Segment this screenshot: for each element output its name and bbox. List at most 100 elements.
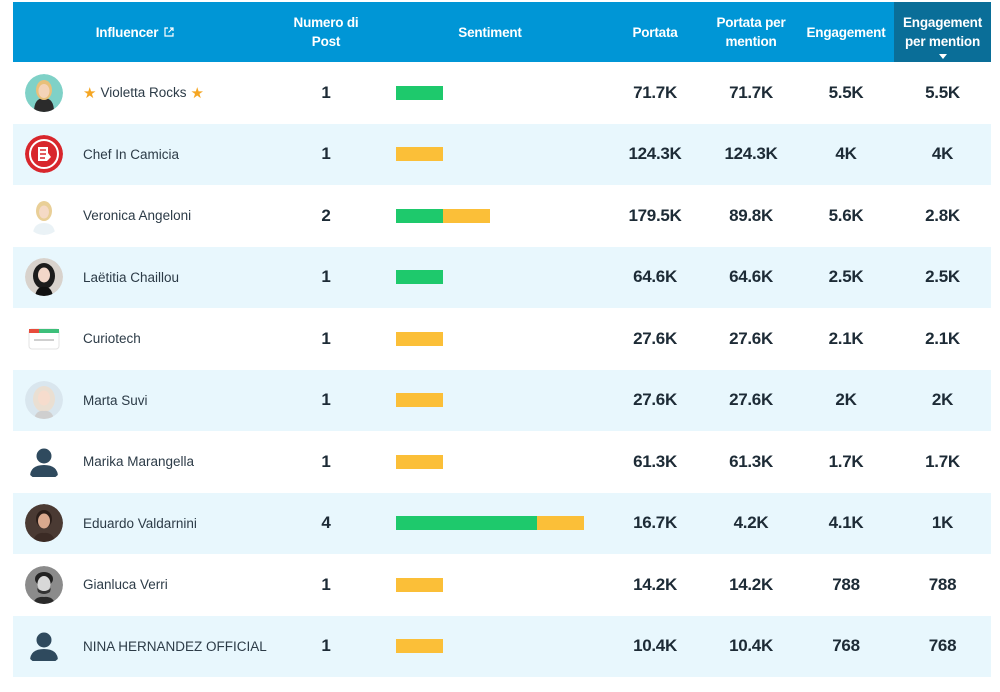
influencer-name[interactable]: Laëtitia Chaillou — [83, 269, 180, 285]
sentiment-neutral-segment — [396, 147, 443, 162]
portata-value: 10.4K — [633, 636, 677, 656]
influencer-name[interactable]: Violetta Rocks — [100, 85, 187, 101]
numero-post-value: 1 — [321, 390, 331, 410]
engagement-per-mention-value: 1.7K — [925, 451, 960, 471]
influencer-name-cell[interactable]: Marta Suvi — [83, 370, 148, 432]
portata-per-mention-value: 61.3K — [729, 451, 773, 471]
numero-post-value: 1 — [321, 328, 331, 348]
engagement-value: 2.5K — [828, 267, 864, 287]
sentiment-bar — [396, 516, 584, 531]
influencer-name-cell[interactable]: Veronica Angeloni — [83, 185, 191, 247]
avatar[interactable] — [25, 73, 63, 112]
influencer-name-cell[interactable]: Laëtitia Chaillou — [83, 247, 179, 309]
external-link-icon[interactable] — [164, 27, 174, 37]
portata-value: 64.6K — [633, 267, 677, 287]
engagement-value: 1.7K — [828, 451, 864, 471]
column-header-sentiment[interactable]: Sentiment — [396, 2, 584, 62]
portata-per-mention-value: 89.8K — [729, 205, 773, 225]
influencer-header-label: Influencer — [95, 24, 159, 40]
influencer-name-cell[interactable]: Marika Marangella — [83, 431, 194, 493]
influencer-name[interactable]: Marika Marangella — [83, 454, 195, 470]
table-row[interactable]: Marika Marangella 1 61.3K 61.3K 1.7K 1.7K — [13, 431, 991, 493]
engagement-per-mention-value: 788 — [928, 574, 957, 594]
table-row[interactable]: NINA HERNANDEZ OFFICIAL 1 10.4K 10.4K 768 768 — [13, 615, 991, 678]
default-user-icon[interactable] — [25, 627, 63, 665]
table-row[interactable]: Eduardo Valdarnini 4 16.7K 4.2K 4.1K 1K — [13, 492, 991, 555]
table-row[interactable]: Gianluca Verri 1 14.2K 14.2K 788 788 — [13, 554, 991, 616]
influencer-name[interactable]: Chef In Camicia — [83, 146, 180, 162]
sentiment-positive-segment — [396, 208, 443, 223]
column-header-influencer[interactable]: Influencer — [13, 2, 257, 62]
engagement-per-mention-value: 4K — [931, 144, 954, 164]
engagement-header-label: Engagement — [806, 24, 886, 40]
numero-post-value: 2 — [321, 205, 331, 225]
portata-value: 71.7K — [633, 82, 677, 102]
influencer-name[interactable]: Veronica Angeloni — [83, 208, 192, 224]
portata-header-label: Portata — [632, 24, 678, 40]
engagement-value: 768 — [832, 636, 860, 656]
portata-value: 14.2K — [633, 574, 677, 594]
engagement-value: 788 — [832, 574, 860, 594]
avatar[interactable] — [25, 258, 63, 297]
sentiment-bar — [396, 639, 443, 654]
engagement-value: 5.5K — [828, 82, 864, 102]
engagement-per-mention-value: 2.1K — [925, 328, 960, 348]
portata-value: 27.6K — [633, 390, 677, 410]
engagement-pm-header-line2: per mention — [904, 34, 981, 49]
influencer-name[interactable]: Curiotech — [83, 331, 141, 347]
column-header-portata[interactable]: Portata — [607, 2, 703, 62]
avatar[interactable] — [25, 565, 63, 604]
table-row[interactable]: Veronica Angeloni 2 179.5K 89.8K 5.6K 2.8K — [13, 185, 991, 247]
column-header-portata-per-mention[interactable]: Portata per mention — [703, 2, 799, 62]
influencer-name-cell[interactable]: ★ Violetta Rocks ★ — [83, 62, 204, 124]
avatar[interactable] — [25, 381, 63, 420]
table-row[interactable]: ★ Violetta Rocks ★ 1 71.7K 71.7K 5.5K 5.5K — [13, 62, 991, 124]
portata-value: 27.6K — [633, 328, 677, 348]
column-header-engagement[interactable]: Engagement — [799, 2, 893, 62]
sort-descending-icon — [938, 54, 947, 59]
portata-per-mention-value: 124.3K — [724, 144, 778, 164]
portata-per-mention-value: 4.2K — [733, 513, 769, 533]
engagement-pm-header-line1: Engagement — [902, 15, 982, 30]
influencer-name-cell[interactable]: Chef In Camicia — [83, 124, 179, 186]
sentiment-bar — [396, 85, 443, 100]
influencer-name[interactable]: Gianluca Verri — [83, 577, 168, 593]
portata-value: 61.3K — [633, 451, 677, 471]
influencer-name-cell[interactable]: Gianluca Verri — [83, 554, 168, 616]
avatar[interactable] — [25, 504, 63, 543]
influencer-name[interactable]: Eduardo Valdarnini — [83, 515, 197, 531]
influencer-name-cell[interactable]: Curiotech — [83, 308, 141, 370]
table-row[interactable]: Laëtitia Chaillou 1 64.6K 64.6K 2.5K 2.5K — [13, 246, 991, 309]
table-row[interactable]: Chef In Camicia 1 124.3K 124.3K 4K 4K — [13, 123, 991, 186]
sentiment-neutral-segment — [443, 208, 490, 223]
sentiment-neutral-segment — [396, 639, 443, 654]
table-row[interactable]: Curiotech 1 27.6K 27.6K 2.1K 2.1K — [13, 308, 991, 370]
influencer-name[interactable]: Marta Suvi — [83, 392, 148, 408]
avatar[interactable] — [25, 320, 63, 358]
default-user-icon[interactable] — [25, 443, 63, 481]
avatar[interactable] — [25, 196, 63, 235]
red-logo-icon[interactable] — [25, 135, 63, 174]
engagement-value: 2K — [835, 390, 857, 410]
table-body: ★ Violetta Rocks ★ 1 71.7K 71.7K 5.5K 5.5K Chef … — [13, 62, 991, 677]
sentiment-bar — [396, 454, 443, 469]
sentiment-positive-segment — [396, 270, 443, 285]
influencer-table: Influencer Numero di Post Sentiment Port… — [13, 2, 991, 677]
influencer-name-cell[interactable]: Eduardo Valdarnini — [83, 493, 197, 555]
sentiment-bar — [396, 577, 443, 592]
numero-header-line1: Numero di — [293, 15, 359, 30]
column-header-numero-post[interactable]: Numero di Post — [281, 2, 371, 62]
star-icon: ★ — [190, 84, 204, 102]
table-row[interactable]: Marta Suvi 1 27.6K 27.6K 2K 2K — [13, 369, 991, 432]
engagement-value: 5.6K — [828, 205, 864, 225]
star-icon: ★ — [83, 84, 97, 102]
numero-post-value: 1 — [321, 267, 331, 287]
engagement-per-mention-value: 2K — [931, 390, 954, 410]
column-header-engagement-per-mention[interactable]: Engagement per mention — [894, 2, 991, 62]
portata-pm-header-line1: Portata per — [716, 15, 786, 30]
influencer-name-cell[interactable]: NINA HERNANDEZ OFFICIAL — [83, 616, 267, 678]
numero-post-value: 4 — [321, 513, 331, 533]
influencer-name[interactable]: NINA HERNANDEZ OFFICIAL — [83, 638, 267, 654]
portata-per-mention-value: 64.6K — [729, 267, 773, 287]
numero-header-line2: Post — [311, 34, 341, 49]
